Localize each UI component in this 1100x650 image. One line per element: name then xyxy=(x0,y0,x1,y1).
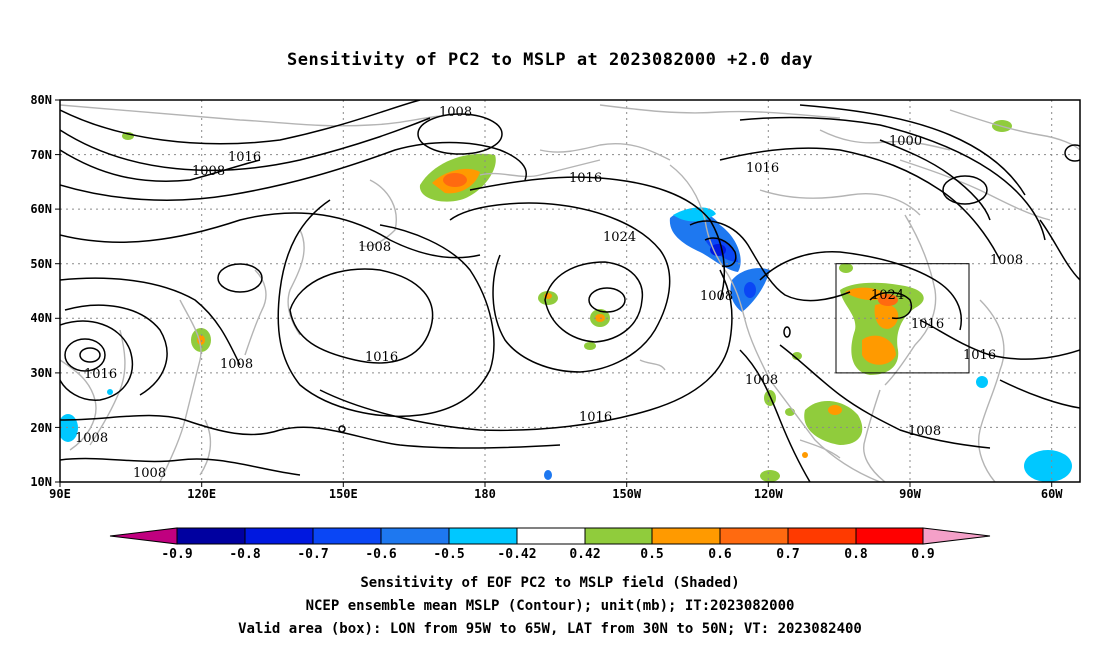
caption-shading: Sensitivity of EOF PC2 to MSLP field (Sh… xyxy=(360,575,740,591)
colorbar-segment xyxy=(584,527,653,545)
contour-label: 1024 xyxy=(603,230,636,245)
colorbar-segment xyxy=(855,527,924,545)
contour-label: 1008 xyxy=(439,105,472,120)
map-area xyxy=(60,100,1080,482)
contour-label: 1016 xyxy=(579,410,612,425)
lon-label: 90E xyxy=(49,487,71,501)
colorbar-label: -0.8 xyxy=(229,547,260,562)
colorbar xyxy=(109,527,991,545)
colorbar-label: -0.5 xyxy=(433,547,464,562)
colorbar-segment xyxy=(787,527,857,545)
contour-label: 1016 xyxy=(365,350,398,365)
colorbar-segment xyxy=(312,527,382,545)
caption-contour: NCEP ensemble mean MSLP (Contour); unit(… xyxy=(305,598,795,614)
lat-label: 30N xyxy=(30,366,52,380)
lat-label: 40N xyxy=(30,311,52,325)
contour-label: 1016 xyxy=(228,150,261,165)
lon-label: 120E xyxy=(187,487,216,501)
lon-label: 60W xyxy=(1041,487,1063,501)
colorbar-label: -0.9 xyxy=(161,547,192,562)
mslp-contours xyxy=(60,100,1080,482)
contour-label: 1008 xyxy=(745,373,778,388)
colorbar-label: 0.7 xyxy=(776,547,799,562)
coastlines xyxy=(60,104,1080,482)
colorbar-segment xyxy=(380,527,450,545)
contour-label: 1008 xyxy=(700,289,733,304)
contour-label: 1008 xyxy=(908,424,941,439)
colorbar-label: 0.9 xyxy=(911,547,934,562)
lat-label: 70N xyxy=(30,148,52,162)
colorbar-segment xyxy=(448,527,518,545)
colorbar-label: -0.42 xyxy=(497,547,536,562)
colorbar-right-triangle xyxy=(922,527,991,545)
colorbar-label: -0.6 xyxy=(365,547,396,562)
colorbar-label: 0.42 xyxy=(569,547,600,562)
contour-label: 1016 xyxy=(84,367,117,382)
colorbar-label: -0.7 xyxy=(297,547,328,562)
lat-label: 20N xyxy=(30,421,52,435)
lat-label: 80N xyxy=(30,93,52,107)
caption-valid-area: Valid area (box): LON from 95W to 65W, L… xyxy=(238,621,862,637)
colorbar-label: 0.8 xyxy=(844,547,868,562)
contour-label: 1008 xyxy=(133,466,166,481)
contour-label: 1008 xyxy=(75,431,108,446)
contour-label: 1008 xyxy=(358,240,391,255)
axis-ticks xyxy=(55,99,1053,487)
grid-lines xyxy=(60,100,1080,482)
lon-label: 150E xyxy=(329,487,358,501)
map-frame xyxy=(59,99,1081,483)
lat-label: 60N xyxy=(30,202,52,216)
colorbar-segment xyxy=(719,527,789,545)
contour-label: 1000 xyxy=(889,134,922,149)
contour-label: 1008 xyxy=(990,253,1023,268)
lon-label: 90W xyxy=(899,487,921,501)
contour-label: 1016 xyxy=(911,317,944,332)
colorbar-left-triangle xyxy=(109,527,178,545)
valid-area-box xyxy=(835,263,970,374)
sensitivity-shading xyxy=(60,120,1072,482)
lat-label: 10N xyxy=(30,475,52,489)
contour-label: 1008 xyxy=(192,164,225,179)
contour-label: 1016 xyxy=(963,348,996,363)
colorbar-label: 0.6 xyxy=(708,547,732,562)
longitude-labels: 90E 120E 150E 180 150W 120W 90W 60W xyxy=(49,487,1063,501)
colorbar-segment xyxy=(516,527,586,545)
map-title: Sensitivity of PC2 to MSLP at 2023082000… xyxy=(286,50,813,70)
contour-label: 1008 xyxy=(220,357,253,372)
colorbar-labels: -0.9 -0.8 -0.7 -0.6 -0.5 -0.42 0.42 0.5 … xyxy=(161,547,934,562)
lon-label: 180 xyxy=(474,487,496,501)
colorbar-segment xyxy=(651,527,721,545)
lat-label: 50N xyxy=(30,257,52,271)
contour-label: 1016 xyxy=(746,161,779,176)
colorbar-segment xyxy=(244,527,314,545)
lon-label: 150W xyxy=(612,487,642,501)
latitude-labels: 80N 70N 60N 50N 40N 30N 20N 10N xyxy=(30,93,52,489)
lon-label: 120W xyxy=(754,487,784,501)
contour-label: 1016 xyxy=(569,171,602,186)
colorbar-segment xyxy=(176,527,246,545)
colorbar-label: 0.5 xyxy=(640,547,663,562)
contour-labels: 1008 1016 1008 1016 1024 1016 1016 1000 … xyxy=(75,105,1023,481)
contour-label: 1024 xyxy=(871,288,904,303)
